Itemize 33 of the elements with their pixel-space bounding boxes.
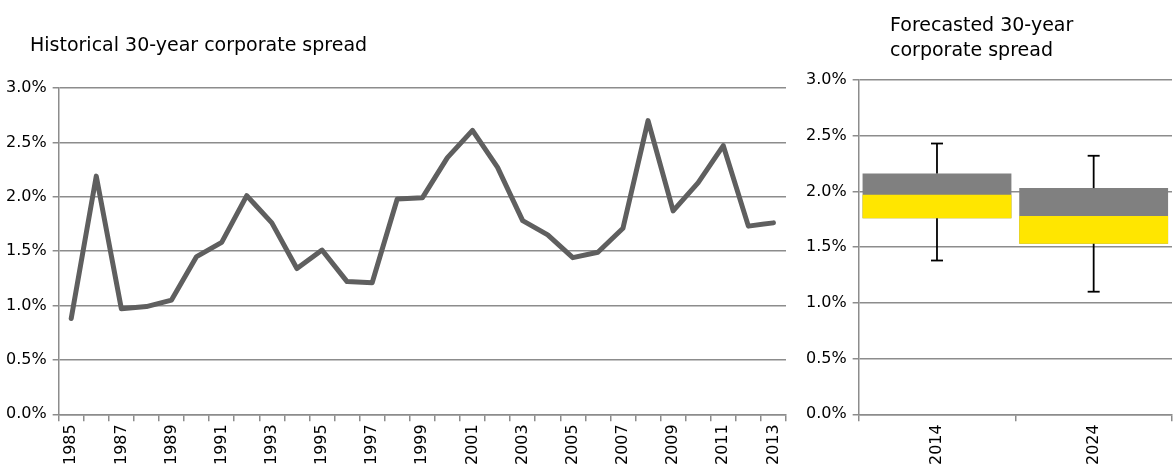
x-tick-label: 1993 <box>260 424 280 465</box>
chart-title: Historical 30-year corporate spread <box>30 32 369 57</box>
x-tick-label: 2011 <box>712 424 732 465</box>
chart-title: Forecasted 30-year corporate spread <box>890 12 1075 62</box>
x-tick-label: 1985 <box>60 424 80 465</box>
y-tick-label: 1.0% <box>5 294 47 314</box>
x-tick-label: 2005 <box>561 424 581 465</box>
y-tick-label: 1.5% <box>805 236 847 256</box>
x-tick-label: 1997 <box>361 424 381 465</box>
x-tick-label: 2013 <box>762 424 782 465</box>
x-tick-label: 2003 <box>511 424 531 465</box>
x-tick-label: 1989 <box>160 424 180 465</box>
x-tick-label: 1995 <box>311 424 331 465</box>
y-tick-label: 2.5% <box>805 124 847 144</box>
x-tick-label: 2009 <box>662 424 682 465</box>
x-tick-label: 2007 <box>612 424 632 465</box>
y-tick-label: 1.0% <box>805 292 847 312</box>
y-tick-label: 0.0% <box>805 403 847 423</box>
y-tick-label: 1.5% <box>5 240 47 260</box>
y-tick-label: 0.0% <box>5 403 47 423</box>
y-tick-label: 2.5% <box>5 131 47 151</box>
x-tick-label: 2014 <box>926 424 946 465</box>
y-tick-label: 0.5% <box>805 347 847 367</box>
y-tick-label: 3.0% <box>805 69 847 89</box>
x-tick-label: 1987 <box>110 424 130 465</box>
y-tick-label: 0.5% <box>5 349 47 369</box>
x-tick-label: 2001 <box>461 424 481 465</box>
x-tick-label: 1999 <box>411 424 431 465</box>
y-tick-label: 3.0% <box>5 77 47 97</box>
y-tick-label: 2.0% <box>5 185 47 205</box>
x-tick-label: 1991 <box>210 424 230 465</box>
y-tick-label: 2.0% <box>805 180 847 200</box>
x-tick-label: 2024 <box>1082 424 1102 465</box>
